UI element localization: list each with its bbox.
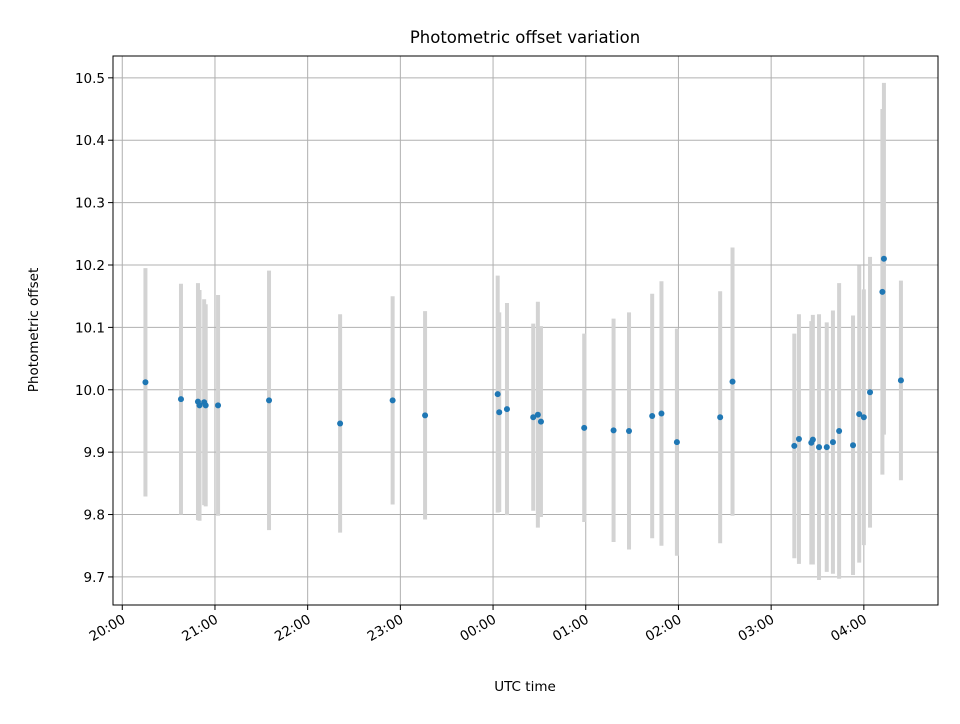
y-tick-label: 10.5 [75, 71, 105, 87]
chart-title: Photometric offset variation [410, 28, 640, 47]
data-point [142, 379, 149, 386]
data-point [879, 288, 886, 295]
data-point [829, 439, 836, 446]
data-point [530, 414, 537, 421]
data-point [496, 409, 503, 416]
plot-frame [112, 55, 939, 606]
data-point [658, 410, 665, 417]
y-tick-label: 10.4 [75, 133, 105, 149]
y-tick-label: 10.1 [75, 320, 105, 336]
y-tick-label: 9.9 [84, 445, 105, 461]
data-point [177, 396, 184, 403]
data-point [791, 442, 798, 449]
y-tick-label: 10.3 [75, 196, 105, 212]
data-point [215, 402, 222, 409]
data-point [823, 444, 830, 451]
data-point [717, 414, 724, 421]
data-point [649, 412, 656, 419]
data-point [856, 411, 863, 418]
data-point [610, 427, 617, 434]
y-tick-label: 9.8 [84, 508, 105, 524]
data-point [729, 378, 736, 385]
data-point [795, 436, 802, 443]
data-point [867, 389, 874, 396]
data-point [626, 427, 633, 434]
data-markers [142, 255, 904, 451]
data-point [581, 424, 588, 431]
data-point [836, 427, 843, 434]
x-axis-label: UTC time [494, 679, 556, 695]
y-tick-label: 10.0 [75, 383, 105, 399]
data-point [494, 391, 501, 398]
data-point [897, 377, 904, 384]
data-point [534, 411, 541, 418]
data-point [266, 397, 273, 404]
data-point [337, 420, 344, 427]
data-point [389, 397, 396, 404]
data-point [202, 402, 209, 409]
data-point [673, 439, 680, 446]
y-axis-ticks: 9.7 9.8 9.9 10.0 10.1 10.2 10.3 10.4 10.5 [75, 71, 113, 586]
y-axis-label: Photometric offset [26, 268, 42, 392]
y-tick-label: 9.7 [84, 570, 105, 586]
data-point [422, 412, 429, 419]
data-point [196, 402, 203, 409]
data-point [860, 414, 867, 421]
data-point [816, 444, 823, 451]
data-point [850, 442, 857, 449]
data-point [809, 436, 816, 443]
y-tick-label: 10.2 [75, 258, 105, 274]
data-point [503, 406, 510, 413]
data-point [537, 418, 544, 425]
data-point [880, 255, 887, 262]
